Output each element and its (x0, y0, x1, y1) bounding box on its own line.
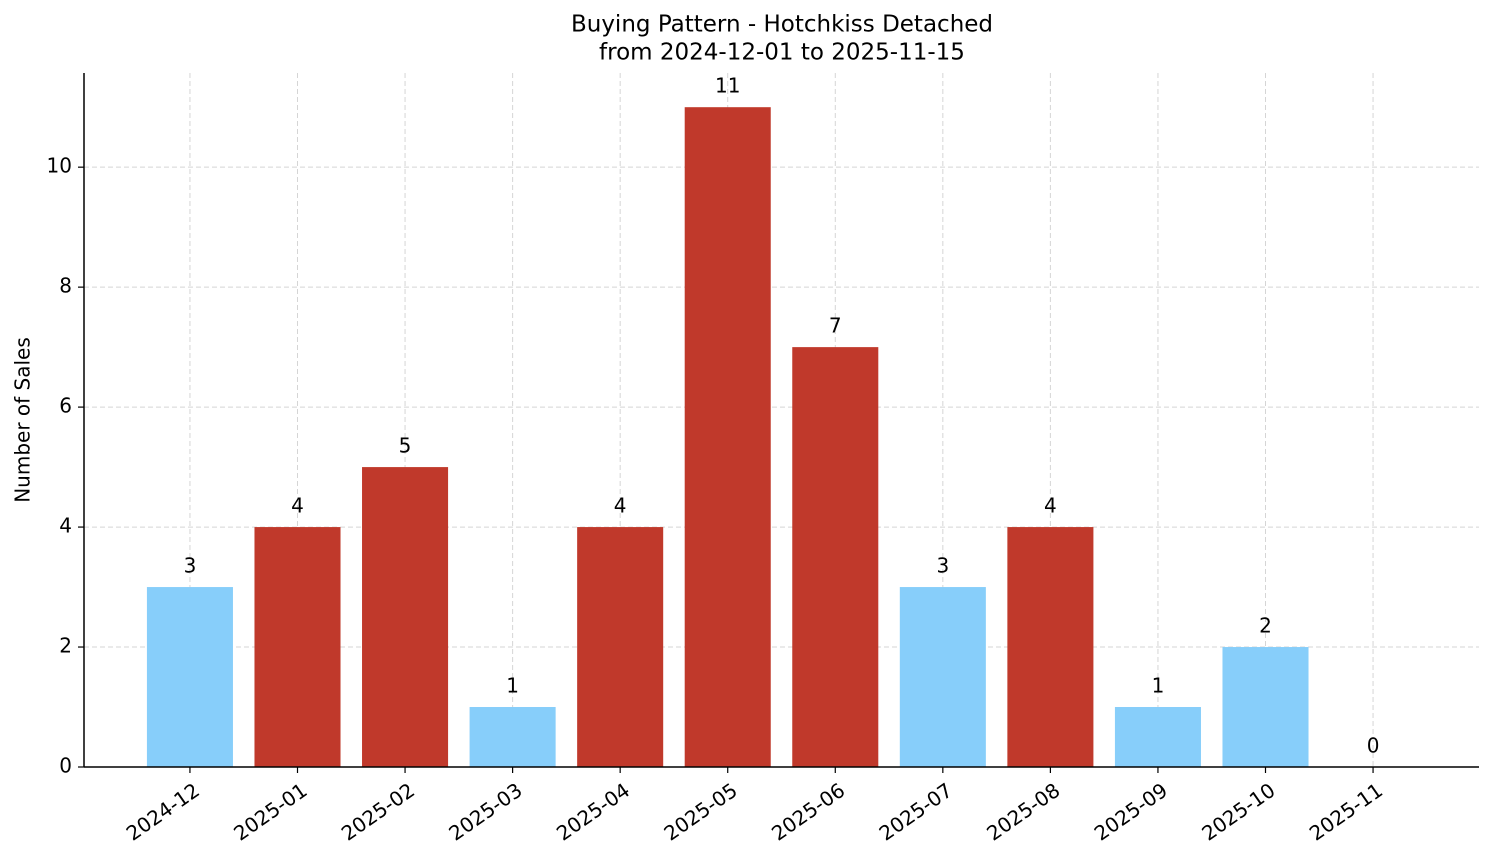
y-tick-label: 8 (59, 274, 72, 298)
bar (469, 707, 556, 767)
value-label: 1 (1152, 674, 1165, 698)
value-label: 1 (506, 674, 519, 698)
value-label: 7 (829, 314, 842, 338)
bar (792, 347, 879, 767)
bar (684, 107, 771, 768)
value-label: 11 (715, 74, 740, 98)
x-tick-label: 2025-11 (1305, 778, 1387, 846)
x-tick-label: 2025-08 (982, 778, 1064, 846)
bar (577, 527, 664, 767)
x-tick-label: 2025-03 (444, 778, 526, 846)
y-tick-label: 0 (59, 754, 72, 778)
y-axis-label: Number of Sales (11, 337, 35, 503)
bar (1222, 647, 1309, 767)
y-tick-label: 6 (59, 394, 72, 418)
x-tick-label: 2025-02 (337, 778, 419, 846)
value-label: 2 (1259, 614, 1272, 638)
value-label: 0 (1367, 734, 1380, 758)
value-label: 4 (1044, 494, 1057, 518)
y-tick-label: 10 (47, 154, 72, 178)
bar (146, 587, 233, 767)
value-label: 3 (184, 554, 197, 578)
x-tick-label: 2025-01 (229, 778, 311, 846)
y-tick-label: 4 (59, 514, 72, 538)
x-tick-label: 2025-07 (875, 778, 957, 846)
x-tick-label: 2024-12 (122, 778, 204, 846)
x-tick-label: 2025-04 (552, 778, 634, 846)
bar (1007, 527, 1094, 767)
bar (362, 467, 449, 767)
bar (899, 587, 986, 767)
chart-subtitle: from 2024-12-01 to 2025-11-15 (599, 40, 965, 66)
value-label: 4 (291, 494, 304, 518)
x-tick-label: 2025-09 (1090, 778, 1172, 846)
value-label: 5 (399, 434, 412, 458)
y-tick-label: 2 (59, 634, 72, 658)
x-tick-label: 2025-10 (1197, 778, 1279, 846)
bar (254, 527, 341, 767)
value-label: 3 (936, 554, 949, 578)
x-tick-label: 2025-05 (660, 778, 742, 846)
value-label: 4 (614, 494, 627, 518)
chart-title: Buying Pattern - Hotchkiss Detached (571, 12, 993, 38)
x-tick-label: 2025-06 (767, 778, 849, 846)
bar (1114, 707, 1201, 767)
